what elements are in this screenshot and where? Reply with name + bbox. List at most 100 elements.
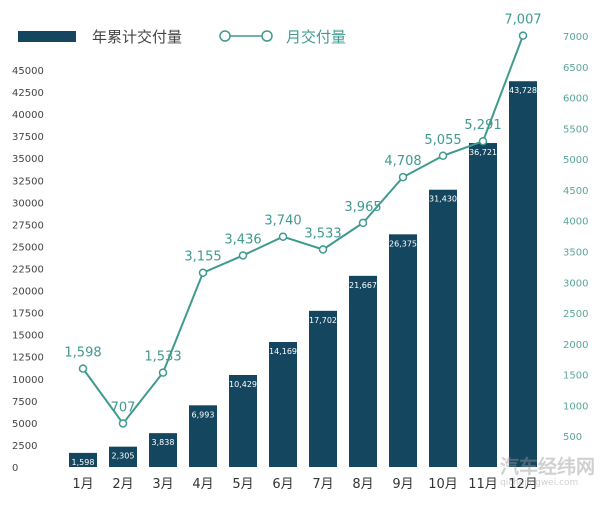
x-tick-label: 11月 [468,477,498,492]
right-tick-label: 5500 [563,124,588,135]
left-tick-label: 7500 [12,397,37,408]
line-value-label: 5,291 [464,118,501,133]
right-tick-label: 3500 [563,248,588,259]
left-tick-label: 30000 [12,198,44,209]
right-tick-label: 6500 [563,63,588,74]
line-point [198,268,208,277]
bar-value-label: 36,721 [469,148,497,157]
right-tick-label: 3000 [563,278,588,289]
line-series [82,35,524,426]
line-point [238,251,248,260]
left-tick-label: 15000 [12,331,44,342]
line-value-label: 4,708 [384,154,421,169]
line-value-label: 3,436 [224,232,261,247]
bar [309,310,337,467]
legend-line: 月交付量 [218,26,346,46]
bar [509,81,537,467]
right-tick-label: 2000 [563,340,588,351]
bar-value-label: 6,993 [192,410,215,419]
line-point [158,368,168,377]
x-tick-label: 6月 [272,477,293,492]
line-value-label: 707 [111,400,136,415]
x-tick-label: 10月 [428,477,458,492]
x-tick-label: 2月 [112,477,133,492]
legend-bar: 年累计交付量 [18,26,182,46]
x-tick-label: 5月 [232,477,253,492]
legend-line-swatch [219,30,273,42]
bar [189,405,217,467]
left-tick-label: 35000 [12,154,44,165]
bar [69,452,97,467]
watermark-url: qichejingwei.com [500,478,579,488]
line-value-label: 3,533 [304,226,341,241]
line-value-label: 3,155 [184,250,221,265]
left-tick-label: 5000 [12,419,37,430]
line-value-label: 3,965 [344,200,381,215]
line-value-label: 7,007 [504,13,541,28]
bar-value-label: 43,728 [509,86,537,95]
bar [469,143,497,467]
x-tick-label: 3月 [152,477,173,492]
line-value-label: 1,598 [64,346,101,361]
legend-bar-label: 年累计交付量 [92,27,183,46]
left-tick-label: 37500 [12,132,44,143]
line-point [278,232,288,241]
left-tick-label: 22500 [12,265,44,276]
line-point [518,31,528,40]
x-tick-label: 8月 [352,477,373,492]
bar [429,189,457,467]
left-tick-label: 42500 [12,88,44,99]
bar [349,275,377,467]
bar [149,433,177,467]
left-tick-label: 25000 [12,242,44,253]
left-tick-label: 12500 [12,353,44,364]
bar-value-label: 10,429 [229,380,257,389]
left-tick-label: 0 [12,463,18,474]
left-tick-label: 10000 [12,375,44,386]
left-tick-label: 20000 [12,287,44,298]
left-tick-label: 45000 [12,66,44,77]
x-tick-label: 4月 [192,477,213,492]
bar-value-label: 21,667 [349,281,377,290]
left-tick-label: 32500 [12,176,44,187]
line-point [358,218,368,228]
x-tick-label: 12月 [508,477,538,492]
watermark: 汽车经纬网 [500,456,596,478]
right-tick-label: 1000 [563,401,588,412]
line-point [478,136,488,146]
right-tick-label: 1500 [563,371,588,382]
bar-value-label: 3,838 [152,438,175,447]
legend-bar-swatch [18,30,76,42]
bar-value-label: 2,305 [112,452,135,461]
x-tick-label: 7月 [312,477,333,492]
bar-value-label: 1,598 [72,458,95,467]
line-point [78,364,88,373]
bar-value-label: 31,430 [429,195,457,204]
bar [269,341,297,467]
right-tick-label: 7000 [563,32,588,43]
bar [229,374,257,467]
left-tick-label: 17500 [12,309,44,320]
right-tick-label: 6000 [563,94,588,105]
left-tick-label: 40000 [12,110,44,121]
bar-value-label: 14,169 [269,347,297,356]
line-value-label: 5,055 [424,133,461,148]
left-tick-label: 2500 [12,441,37,452]
line-point [118,419,128,428]
line-value-label: 3,740 [264,214,301,229]
right-tick-label: 500 [563,432,582,443]
right-tick-label: 2500 [563,309,588,320]
bar [389,234,417,467]
x-tick-label: 9月 [392,477,413,492]
line-value-label: 1,533 [144,350,181,365]
line-point [438,151,448,161]
line-point [398,172,408,182]
line-point [318,245,328,254]
right-tick-label: 4500 [563,186,588,197]
legend-line-label: 月交付量 [286,27,347,46]
x-tick-label: 1月 [72,477,93,492]
bar-value-label: 17,702 [309,316,337,325]
bar [109,446,137,467]
right-tick-label: 5000 [563,155,588,166]
